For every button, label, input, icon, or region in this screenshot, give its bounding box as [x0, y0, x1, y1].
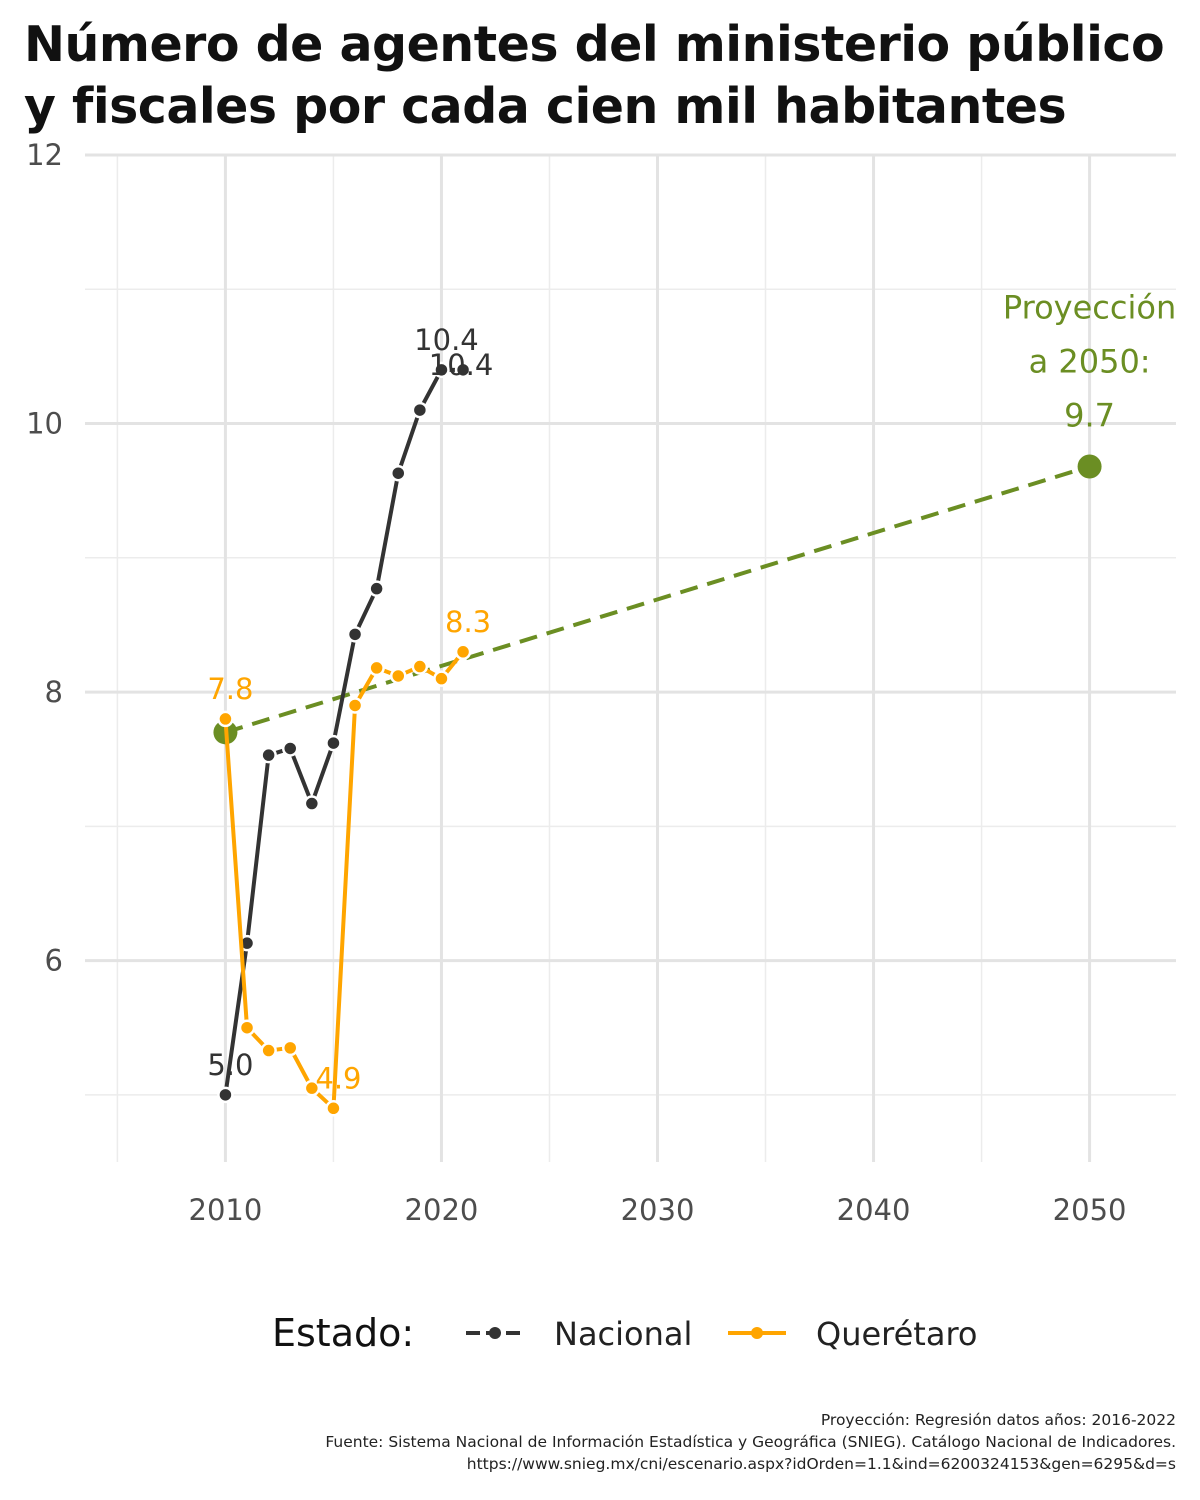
projection-point-end [1077, 454, 1102, 479]
caption-url: https://www.snieg.mx/cni/escenario.aspx?… [466, 1455, 1176, 1473]
x-tick-label: 2020 [405, 1193, 479, 1227]
legend-key-point-queretaro [751, 1327, 763, 1339]
point-nacional [433, 361, 450, 379]
point-queretaro [281, 1039, 299, 1057]
point-nacional [346, 626, 364, 643]
axis-tick-labels: 6 8 10 12 2010 2020 2030 2040 2050 [26, 138, 1126, 1227]
point-nacional [281, 740, 299, 757]
projection-label: a 2050: [1029, 342, 1151, 380]
projection-label: 9.7 [1064, 396, 1115, 434]
y-tick-label: 6 [45, 944, 63, 978]
point-queretaro [238, 1019, 256, 1036]
legend: Estado: Nacional Querétaro [272, 1311, 977, 1355]
title-line-2: y fiscales por cada cien mil habitantes [24, 78, 1067, 135]
chart-title: Número de agentes del ministerio público… [24, 14, 1184, 138]
data-label: 10.4 [429, 348, 494, 382]
point-queretaro [390, 667, 407, 685]
point-queretaro [346, 697, 364, 714]
point-nacional [303, 795, 321, 812]
point-queretaro [368, 659, 385, 677]
x-tick-label: 2040 [837, 1193, 911, 1227]
point-nacional [217, 1086, 234, 1104]
point-nacional [325, 734, 342, 752]
point-queretaro [325, 1100, 342, 1117]
y-tick-label: 8 [45, 675, 63, 709]
data-label: 5.0 [207, 1048, 253, 1082]
point-queretaro [303, 1079, 321, 1097]
x-tick-label: 2030 [621, 1193, 695, 1227]
caption-projection-note: Proyección: Regresión datos años: 2016-2… [820, 1411, 1176, 1429]
title-line-1: Número de agentes del ministerio público [24, 16, 1165, 73]
data-label: 10.4 [414, 323, 479, 357]
data-labels: 5.0 10.410.4 7.8 4.9 8.3 Proyección a 2050: 9.7 [207, 288, 1176, 1095]
data-label: 8.3 [445, 605, 491, 639]
data-label: 7.8 [207, 672, 253, 706]
data-series [213, 361, 1102, 1117]
point-queretaro [260, 1042, 277, 1059]
y-tick-label: 10 [26, 407, 63, 441]
legend-label-nacional: Nacional [554, 1315, 692, 1353]
point-queretaro [433, 670, 450, 687]
point-queretaro [411, 658, 429, 675]
point-nacional [368, 580, 385, 597]
x-tick-label: 2010 [189, 1193, 263, 1227]
point-nacional [411, 401, 429, 419]
legend-key-point-nacional [489, 1327, 501, 1339]
y-tick-label: 12 [26, 138, 63, 172]
projection-line [224, 464, 1091, 735]
legend-label-queretaro: Querétaro [816, 1315, 977, 1353]
legend-title: Estado: [272, 1311, 414, 1355]
point-nacional [260, 746, 277, 764]
series-line-nacional [223, 367, 464, 1096]
caption-source: Fuente: Sistema Nacional de Información … [325, 1433, 1176, 1451]
point-queretaro [454, 643, 472, 661]
grid-lines [85, 153, 1176, 1162]
x-tick-label: 2050 [1053, 1193, 1127, 1227]
point-nacional [390, 464, 407, 482]
point-queretaro [217, 710, 234, 728]
point-nacional [454, 361, 472, 379]
projection-label: Proyección [1003, 288, 1176, 326]
data-label: 4.9 [315, 1061, 361, 1095]
